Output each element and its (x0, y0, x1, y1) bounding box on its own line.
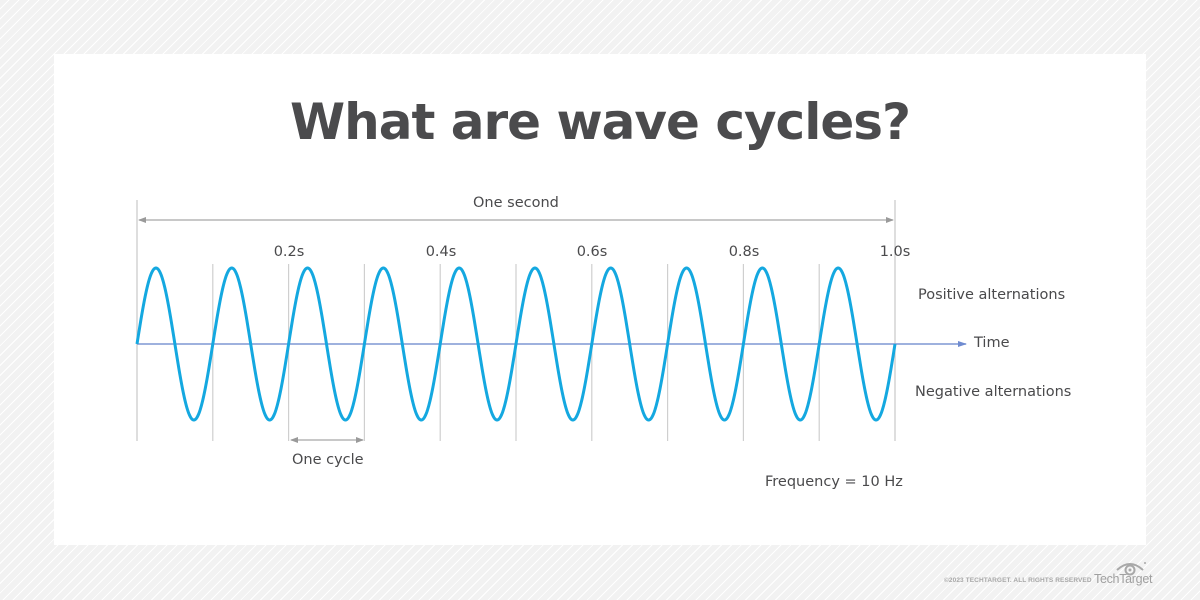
one-cycle-label: One cycle (292, 452, 364, 468)
copyright-notice: ©2023 TECHTARGET. ALL RIGHTS RESERVED (944, 577, 1092, 584)
tick-label-0-4s: 0.4s (425, 244, 457, 260)
page-title: What are wave cycles? (289, 93, 911, 151)
tick-label-0-2s: 0.2s (273, 244, 305, 260)
tick-label-1-0s: 1.0s (879, 244, 911, 260)
frequency-label: Frequency = 10 Hz (765, 474, 903, 490)
tick-label-0-8s: 0.8s (728, 244, 760, 260)
time-axis-label: Time (974, 335, 1010, 351)
positive-alternations-label: Positive alternations (918, 287, 1066, 303)
one-second-label: One second (473, 195, 559, 211)
techtarget-logo: TechTarget (1094, 572, 1153, 586)
sine-wave (135, 266, 897, 422)
tick-label-0-6s: 0.6s (576, 244, 608, 260)
negative-alternations-label: Negative alternations (915, 384, 1072, 400)
techtarget-eye-icon (1116, 562, 1146, 576)
